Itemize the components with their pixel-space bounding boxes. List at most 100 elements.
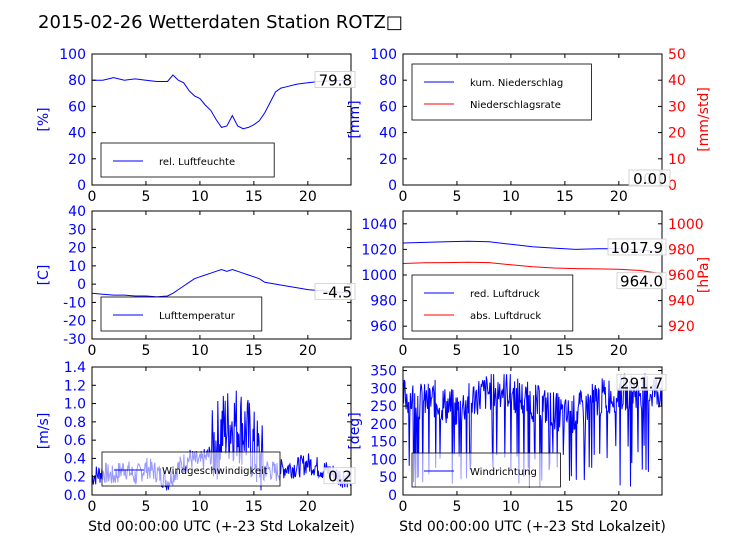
series-line-humidity-0 bbox=[92, 74, 351, 130]
y-tick-label: 40 bbox=[68, 126, 86, 142]
y-tick-label: 80 bbox=[68, 73, 86, 89]
y2-tick-label: 30 bbox=[668, 99, 686, 115]
x-tick-label: 10 bbox=[502, 499, 520, 515]
x-axis-label: Std 00:00:00 UTC (+-23 Std Lokalzeit) bbox=[88, 519, 355, 535]
plot-frame bbox=[91, 210, 352, 340]
x-tick-label: 5 bbox=[141, 343, 150, 359]
value-label: 291.7 bbox=[620, 374, 663, 392]
y-tick-label: 20 bbox=[68, 152, 86, 168]
series-line-pressure-1 bbox=[403, 261, 662, 275]
y-tick-label: 150 bbox=[370, 435, 397, 451]
y2-tick-label: 0 bbox=[668, 178, 677, 194]
y-tick-label: 350 bbox=[370, 364, 397, 380]
x-tick-label: 20 bbox=[610, 499, 628, 515]
x-tick-label: 5 bbox=[452, 499, 461, 515]
y-tick-label: 100 bbox=[370, 452, 397, 468]
y-tick-label: 0.8 bbox=[64, 415, 86, 431]
value-label: 79.8 bbox=[319, 71, 352, 89]
y-tick-label: 0.0 bbox=[64, 488, 86, 504]
y-tick-label: 1040 bbox=[361, 217, 397, 233]
y-tick-label: 0 bbox=[77, 178, 86, 194]
y2-tick-label: 50 bbox=[668, 47, 686, 63]
y-tick-label: -20 bbox=[63, 314, 86, 330]
series-line-wind-direction-0 bbox=[403, 373, 662, 488]
y-tick-label: 100 bbox=[59, 47, 86, 63]
y-tick-label: 1.4 bbox=[64, 360, 86, 376]
legend-box bbox=[100, 142, 275, 178]
y-axis-label: [m/s] bbox=[36, 413, 52, 450]
chart-pressure: 0 5 10 15 2096098010001020104092094096098010… bbox=[361, 210, 712, 359]
value-label-box bbox=[607, 238, 667, 256]
y-tick-label: 0 bbox=[388, 488, 397, 504]
y-tick-label: 0 bbox=[388, 178, 397, 194]
x-tick-label: 20 bbox=[610, 343, 628, 359]
x-tick-label: 5 bbox=[141, 189, 150, 205]
y2-axis-label: [hPa] bbox=[696, 257, 712, 293]
y-tick-label: 250 bbox=[370, 399, 397, 415]
value-label-box bbox=[616, 272, 667, 290]
y2-tick-label: 10 bbox=[668, 152, 686, 168]
y-tick-label: 80 bbox=[379, 73, 397, 89]
legend-label: Lufttemperatur bbox=[159, 311, 236, 322]
y-tick-label: 50 bbox=[379, 470, 397, 486]
y-axis-label: [C] bbox=[36, 265, 52, 286]
legend-box bbox=[101, 451, 281, 487]
y-tick-label: 0 bbox=[77, 277, 86, 293]
x-tick-label: 20 bbox=[299, 343, 317, 359]
y-tick-label: 20 bbox=[379, 152, 397, 168]
value-label-box bbox=[314, 282, 356, 300]
y-tick-label: 200 bbox=[370, 417, 397, 433]
x-tick-label: 10 bbox=[502, 343, 520, 359]
figure-title: 2015-02-26 Wetterdaten Station ROTZ□ bbox=[38, 12, 403, 33]
value-label-box bbox=[628, 169, 661, 187]
legend-box bbox=[411, 452, 561, 488]
value-label-box bbox=[323, 467, 356, 485]
y-tick-label: 0.2 bbox=[64, 470, 86, 486]
value-label: 964.0 bbox=[620, 273, 663, 291]
y2-tick-label: 40 bbox=[668, 73, 686, 89]
value-label-box bbox=[616, 373, 667, 391]
value-label: 0.2 bbox=[328, 468, 352, 486]
y-tick-label: 0.4 bbox=[64, 451, 86, 467]
y-axis-label: [deg] bbox=[347, 412, 363, 449]
y-tick-label: 20 bbox=[68, 241, 86, 257]
x-tick-label: 0 bbox=[88, 343, 97, 359]
plot-frame bbox=[91, 53, 352, 186]
plot-frame bbox=[402, 366, 663, 496]
series-line-temperature-0 bbox=[92, 268, 351, 298]
x-tick-label: 0 bbox=[88, 499, 97, 515]
legend-box bbox=[411, 63, 592, 121]
chart-wind-speed: 0 5 10 15 20 0.0 0.2 0.4 0.6 0.8 1.0 1.2 1.4 [m/s] Std… bbox=[36, 360, 356, 535]
y-tick-label: 30 bbox=[68, 222, 86, 238]
x-tick-label: 15 bbox=[556, 343, 574, 359]
value-label-box bbox=[314, 71, 356, 88]
y2-tick-label: 20 bbox=[668, 126, 686, 142]
y-tick-label: 0.6 bbox=[64, 433, 86, 449]
x-axis-label: Std 00:00:00 UTC (+-23 Std Lokalzeit) bbox=[399, 519, 666, 535]
x-tick-label: 15 bbox=[556, 499, 574, 515]
legend-box bbox=[411, 274, 574, 332]
chart-temperature: 0 5 10 15 20 -30 -20 -10 0 10 20 30 40 [C] -4.5 Lufttem… bbox=[36, 204, 356, 359]
y-tick-label: 60 bbox=[68, 99, 86, 115]
legend-label: Windgeschwindigkeit bbox=[162, 466, 268, 477]
y-tick-label: 300 bbox=[370, 381, 397, 397]
legend-label: abs. Luftdruck bbox=[470, 311, 541, 322]
x-tick-label: 0 bbox=[399, 343, 408, 359]
value-label: -4.5 bbox=[323, 283, 352, 301]
x-tick-label: 0 bbox=[399, 499, 408, 515]
plot-frame bbox=[91, 366, 352, 496]
y2-tick-label: 920 bbox=[668, 319, 695, 335]
y-tick-label: 10 bbox=[68, 259, 86, 275]
x-tick-label: 15 bbox=[245, 499, 263, 515]
x-tick-label: 10 bbox=[191, 189, 209, 205]
x-tick-label: 5 bbox=[452, 189, 461, 205]
y-tick-label: 1.2 bbox=[64, 378, 86, 394]
x-tick-label: 20 bbox=[299, 499, 317, 515]
x-tick-label: 15 bbox=[245, 189, 263, 205]
x-tick-label: 10 bbox=[191, 343, 209, 359]
y-tick-label: 100 bbox=[370, 47, 397, 63]
x-tick-label: 5 bbox=[141, 499, 150, 515]
y-axis-label: [%] bbox=[36, 107, 52, 131]
